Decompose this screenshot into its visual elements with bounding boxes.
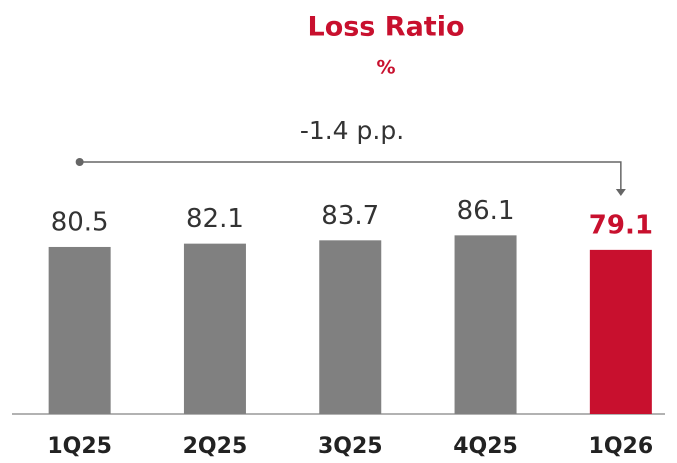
- bracket: [79, 161, 622, 190]
- value-label: 80.5: [51, 207, 109, 237]
- value-label: 82.1: [186, 204, 244, 234]
- bracket-dot: [75, 158, 84, 166]
- bar: [589, 249, 652, 414]
- x-tick-label: 1Q26: [589, 434, 654, 459]
- chart-subtitle: %: [376, 57, 395, 79]
- value-label: 83.7: [321, 201, 379, 231]
- bar: [183, 243, 246, 414]
- x-tick-label: 3Q25: [318, 434, 383, 459]
- x-tick-label: 4Q25: [453, 434, 518, 459]
- bracket-arrow: [615, 189, 626, 196]
- annotation: -1.4 p.p.: [300, 116, 404, 145]
- value-label: 79.1: [589, 210, 653, 240]
- x-tick-label: 1Q25: [47, 434, 112, 459]
- chart-title: Loss Ratio: [307, 12, 464, 43]
- x-tick-label: 2Q25: [183, 434, 248, 459]
- bar: [454, 235, 517, 414]
- bar: [48, 246, 111, 414]
- bar: [319, 240, 382, 414]
- value-label: 86.1: [457, 196, 515, 226]
